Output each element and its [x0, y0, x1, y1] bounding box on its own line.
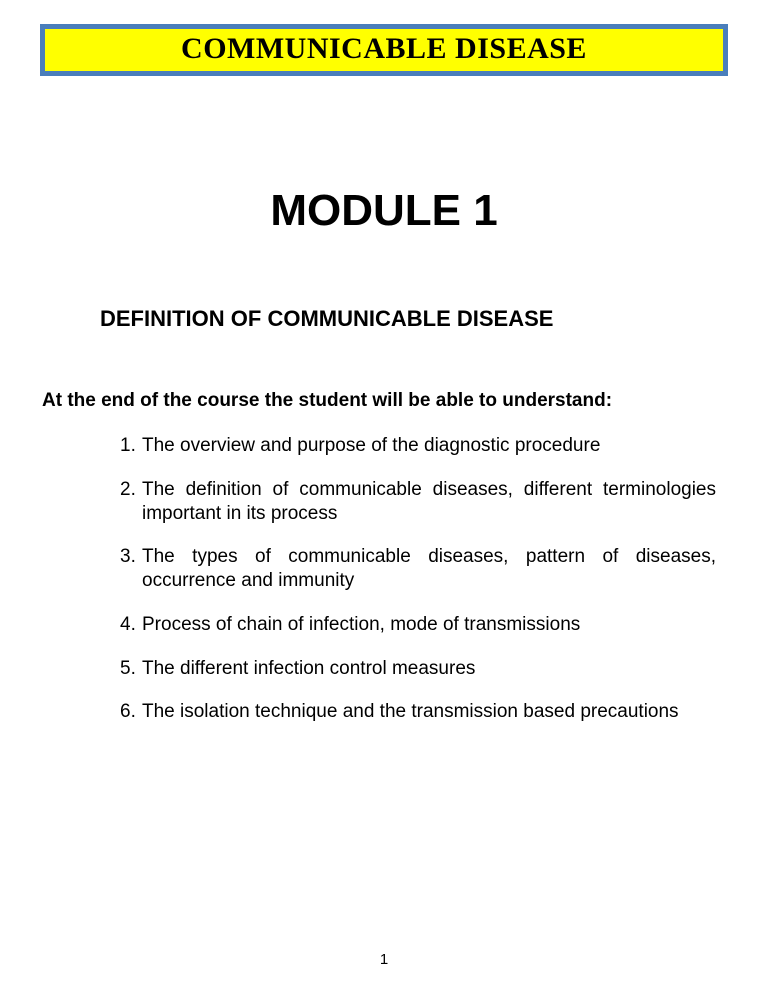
objectives-list: 1. The overview and purpose of the diagn… — [120, 434, 716, 724]
item-text: The definition of communicable diseases,… — [142, 479, 716, 524]
module-title: MODULE 1 — [40, 186, 728, 236]
item-number: 2. — [120, 478, 136, 502]
title-banner: COMMUNICABLE DISEASE — [40, 24, 728, 76]
item-number: 1. — [120, 434, 136, 458]
page-container: COMMUNICABLE DISEASE MODULE 1 DEFINITION… — [0, 0, 768, 724]
item-text: The isolation technique and the transmis… — [142, 701, 679, 722]
item-text: Process of chain of infection, mode of t… — [142, 614, 580, 635]
item-number: 4. — [120, 613, 136, 637]
intro-text: At the end of the course the student wil… — [42, 390, 728, 412]
page-number: 1 — [0, 951, 768, 968]
list-item: 6. The isolation technique and the trans… — [120, 700, 716, 724]
banner-text: COMMUNICABLE DISEASE — [181, 32, 587, 65]
item-text: The different infection control measures — [142, 658, 475, 679]
list-item: 2. The definition of communicable diseas… — [120, 478, 716, 526]
list-item: 5. The different infection control measu… — [120, 657, 716, 681]
item-number: 5. — [120, 657, 136, 681]
item-number: 3. — [120, 545, 136, 569]
list-item: 4. Process of chain of infection, mode o… — [120, 613, 716, 637]
item-text: The overview and purpose of the diagnost… — [142, 435, 600, 456]
item-number: 6. — [120, 700, 136, 724]
list-item: 1. The overview and purpose of the diagn… — [120, 434, 716, 458]
list-item: 3. The types of communicable diseases, p… — [120, 545, 716, 593]
item-text: The types of communicable diseases, patt… — [142, 546, 716, 591]
section-heading: DEFINITION OF COMMUNICABLE DISEASE — [100, 306, 728, 332]
